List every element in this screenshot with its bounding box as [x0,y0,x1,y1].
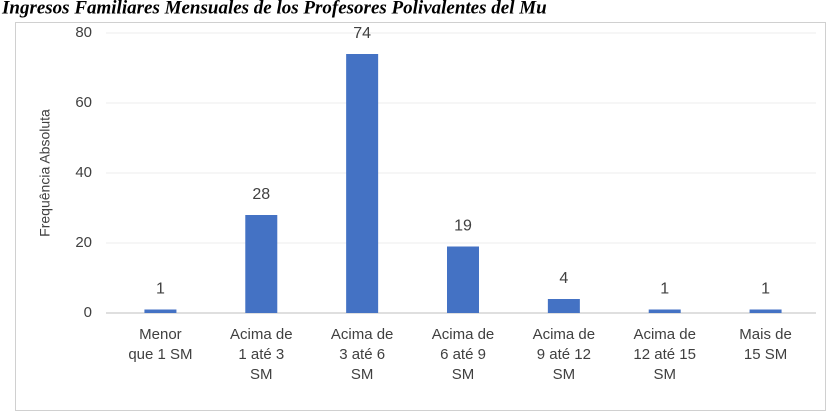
x-tick-label: Acima de 1 até 3 SM [230,326,293,383]
bar [346,54,379,313]
y-tick-label: 80 [75,24,92,41]
chart-title: Ingresos Familiares Mensuales de los Pro… [1,0,547,18]
x-tick-label: Menor que 1 SM [128,326,192,363]
chart-frame [15,22,826,411]
bar [749,309,782,313]
x-tick-label: Acima de 12 até 15 SM [633,326,696,383]
bar [447,246,479,313]
data-label: 1 [761,281,770,298]
bar [245,215,278,313]
y-tick-label: 0 [84,304,92,321]
data-label: 4 [559,270,568,287]
data-label: 74 [353,25,371,42]
data-label: 19 [454,218,472,235]
x-tick-label: Acima de 9 até 12 SM [533,326,596,383]
y-tick-label: 60 [75,94,92,111]
bar [648,309,681,313]
y-tick-label: 20 [75,234,92,251]
data-label: 1 [660,281,669,298]
bar [547,299,580,313]
bar [144,309,177,313]
y-axis-label: Frequência Absoluta [37,109,53,237]
data-label: 28 [252,186,270,203]
data-label: 1 [156,281,165,298]
y-tick-label: 40 [75,164,92,181]
x-tick-label: Acima de 6 até 9 SM [432,326,495,383]
x-tick-label: Mais de 15 SM [739,326,792,363]
x-tick-label: Acima de 3 até 6 SM [331,326,394,383]
